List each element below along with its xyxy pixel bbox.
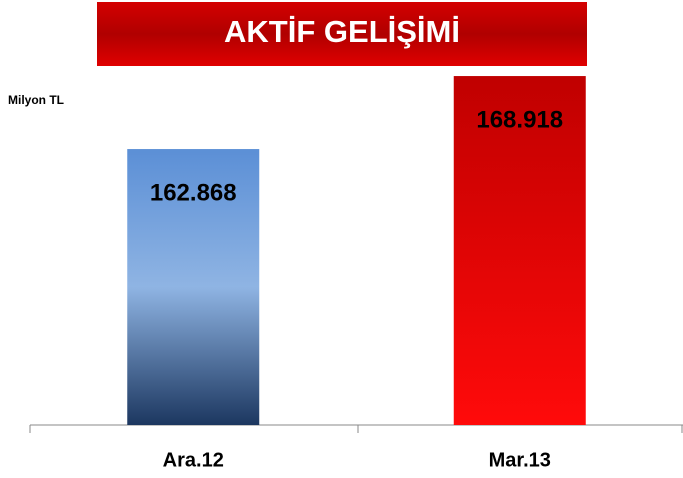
x-tick-label: Ara.12 [163, 449, 224, 471]
bar [453, 76, 586, 425]
x-tick-label: Mar.13 [489, 449, 551, 471]
y-axis-label: Milyon TL [8, 93, 64, 107]
chart-title: AKTİF GELİŞİMİ [224, 14, 460, 49]
bar [127, 149, 260, 426]
value-label: 162.868 [150, 179, 237, 206]
title-banner [97, 2, 587, 66]
value-label: 168.918 [476, 106, 563, 133]
